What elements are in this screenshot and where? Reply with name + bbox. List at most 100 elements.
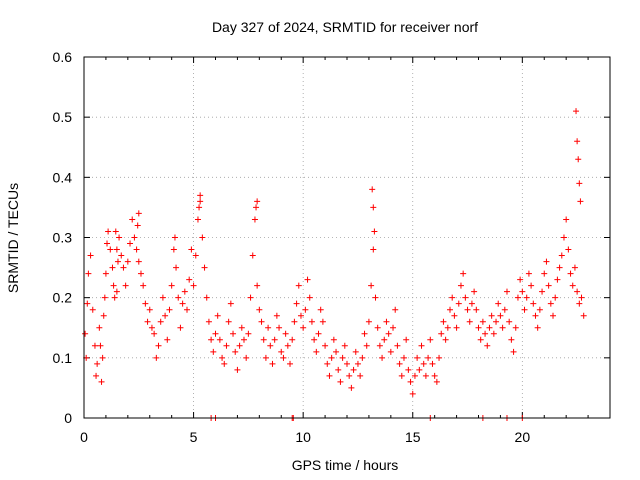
- data-point: [134, 222, 141, 229]
- data-point: [186, 276, 193, 283]
- data-point: [490, 330, 497, 337]
- data-point: [580, 312, 587, 319]
- data-point: [258, 318, 265, 325]
- data-point: [112, 228, 119, 235]
- data-point: [304, 276, 311, 283]
- data-point: [236, 342, 243, 349]
- data-point: [374, 324, 381, 331]
- data-point: [337, 378, 344, 385]
- data-point: [576, 300, 583, 307]
- x-tick-label: 0: [80, 429, 88, 445]
- data-point: [188, 246, 195, 253]
- data-point: [376, 342, 383, 349]
- y-tick-label: 0.4: [53, 169, 73, 185]
- data-point: [387, 348, 394, 355]
- data-point: [372, 294, 379, 301]
- data-point: [335, 366, 342, 373]
- data-point: [129, 216, 136, 223]
- x-tick-label: 5: [190, 429, 198, 445]
- data-point: [333, 348, 340, 355]
- data-point: [214, 312, 221, 319]
- data-point: [519, 288, 526, 295]
- data-point: [350, 366, 357, 373]
- data-point: [390, 324, 397, 331]
- data-point: [297, 312, 304, 319]
- data-point: [205, 318, 212, 325]
- data-point: [273, 312, 280, 319]
- data-point: [436, 354, 443, 361]
- data-point: [560, 234, 567, 241]
- data-point: [82, 330, 89, 337]
- data-point: [420, 360, 427, 367]
- data-point: [503, 288, 510, 295]
- data-point: [87, 252, 94, 259]
- data-point: [567, 270, 574, 277]
- data-point: [558, 252, 565, 259]
- y-axis-label: SRMTID / TECUs: [5, 183, 21, 293]
- data-point: [532, 312, 539, 319]
- data-point: [457, 282, 464, 289]
- data-point: [497, 312, 504, 319]
- data-point: [216, 336, 223, 343]
- data-point: [306, 294, 313, 301]
- data-point: [232, 348, 239, 355]
- axis-ticks: 0 0.1 0.2 0.3 0.4 0.5 0.6 0 5 10 15 20: [53, 49, 610, 445]
- data-point: [269, 360, 276, 367]
- data-point: [422, 372, 429, 379]
- data-point: [311, 336, 318, 343]
- data-point: [433, 378, 440, 385]
- data-point: [135, 210, 142, 217]
- data-point: [341, 342, 348, 349]
- data-point: [361, 330, 368, 337]
- data-point: [247, 294, 254, 301]
- data-point: [569, 282, 576, 289]
- data-point: [482, 330, 489, 337]
- data-point: [414, 354, 421, 361]
- data-point: [196, 204, 203, 211]
- data-point: [89, 306, 96, 313]
- data-point: [295, 282, 302, 289]
- data-point: [365, 318, 372, 325]
- data-point: [223, 342, 230, 349]
- data-point: [85, 270, 92, 277]
- data-point: [219, 354, 226, 361]
- data-point: [91, 342, 98, 349]
- plot-frame: [83, 56, 611, 419]
- data-point: [280, 354, 287, 361]
- data-point: [315, 330, 322, 337]
- data-point: [326, 372, 333, 379]
- data-point: [197, 192, 204, 199]
- chart-title: Day 327 of 2024, SRMTID for receiver nor…: [212, 19, 478, 35]
- data-point: [455, 300, 462, 307]
- data-point: [565, 246, 572, 253]
- data-point: [110, 282, 117, 289]
- data-point: [354, 360, 361, 367]
- data-point: [556, 264, 563, 271]
- data-point: [425, 354, 432, 361]
- data-point: [238, 324, 245, 331]
- data-point: [493, 318, 500, 325]
- data-point: [157, 318, 164, 325]
- data-point: [146, 306, 153, 313]
- data-point: [405, 366, 412, 373]
- grid: [84, 57, 610, 418]
- data-point: [523, 294, 530, 301]
- data-point: [113, 246, 120, 253]
- data-point: [475, 324, 482, 331]
- data-point: [203, 294, 210, 301]
- data-point: [162, 312, 169, 319]
- data-point: [192, 252, 199, 259]
- data-point: [488, 312, 495, 319]
- data-point: [447, 306, 454, 313]
- data-point: [135, 258, 142, 265]
- data-point: [486, 324, 493, 331]
- data-point: [243, 354, 250, 361]
- data-point: [144, 318, 151, 325]
- data-point: [102, 270, 109, 277]
- data-point: [177, 324, 184, 331]
- data-point: [101, 294, 108, 301]
- data-point: [113, 288, 120, 295]
- data-point: [291, 318, 298, 325]
- data-point: [543, 258, 550, 265]
